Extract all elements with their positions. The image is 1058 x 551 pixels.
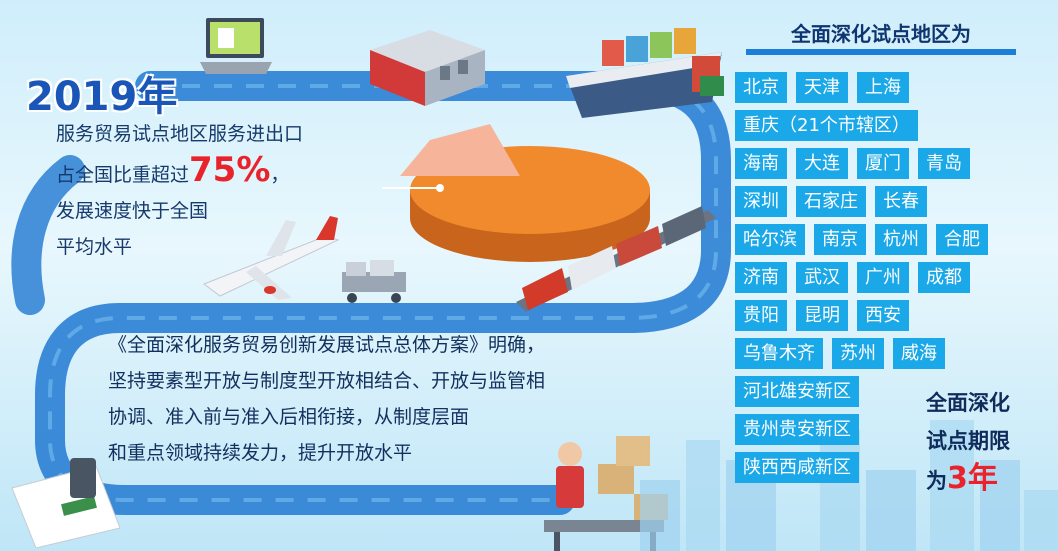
year-heading: 2019年 <box>26 74 178 120</box>
region-row: 北京 天津 上海 <box>735 72 1055 103</box>
region-row: 河北雄安新区 <box>735 376 1055 407</box>
region-tag: 天津 <box>796 72 848 103</box>
plan-line-4: 和重点领域持续发力，提升开放水平 <box>108 442 413 464</box>
region-tag: 成都 <box>918 262 970 293</box>
worker-with-boxes-icon <box>544 436 668 551</box>
region-tag: 合肥 <box>936 224 988 255</box>
period-line-2: 试点期限 <box>926 429 1010 453</box>
region-tag: 昆明 <box>796 300 848 331</box>
region-tag: 上海 <box>857 72 909 103</box>
region-tag: 重庆（21个市辖区） <box>735 110 918 141</box>
plan-line-3: 协调、准入前与准入后相衔接，从制度层面 <box>108 406 470 428</box>
region-list-title: 全面深化试点地区为 <box>746 18 1016 55</box>
region-tag: 武汉 <box>796 262 848 293</box>
region-row: 海南 大连 厦门 青岛 <box>735 148 1055 179</box>
region-tag: 贵州贵安新区 <box>735 414 859 445</box>
region-row: 哈尔滨 南京 杭州 合肥 <box>735 224 1055 255</box>
summary-line-3: 发展速度快于全国 <box>56 200 209 222</box>
region-tag: 西安 <box>857 300 909 331</box>
region-tag: 济南 <box>735 262 787 293</box>
period-line-1: 全面深化 <box>926 391 1010 415</box>
region-tag: 大连 <box>796 148 848 179</box>
region-tag: 威海 <box>893 338 945 369</box>
pie-slice-minor <box>400 124 520 176</box>
region-tag: 乌鲁木齐 <box>735 338 823 369</box>
cargo-ship-icon <box>566 28 724 118</box>
period-years: 3年 <box>947 461 998 496</box>
region-tag: 厦门 <box>857 148 909 179</box>
region-tag: 广州 <box>857 262 909 293</box>
region-row: 贵州贵安新区 <box>735 414 1055 445</box>
region-tag: 北京 <box>735 72 787 103</box>
summary-line-1: 服务贸易试点地区服务进出口 <box>56 123 304 145</box>
warehouse-icon <box>370 30 485 106</box>
share-percentage: 75% <box>189 150 271 190</box>
region-list: 北京 天津 上海 重庆（21个市辖区） 海南 大连 厦门 青岛 深圳 石家庄 长春 哈尔滨 南京 杭州 合肥… <box>735 72 1055 490</box>
trade-summary: 服务贸易试点地区服务进出口 占全国比重超过75%， 发展速度快于全国 平均水平 <box>56 116 416 265</box>
approval-document-icon <box>11 458 121 548</box>
region-tag: 石家庄 <box>796 186 866 217</box>
summary-line-4: 平均水平 <box>56 236 133 258</box>
region-tag: 哈尔滨 <box>735 224 805 255</box>
region-row: 陕西西咸新区 <box>735 452 1055 483</box>
plan-line-1: 《全面深化服务贸易创新发展试点总体方案》明确， <box>108 334 546 356</box>
region-tag: 长春 <box>875 186 927 217</box>
region-tag: 海南 <box>735 148 787 179</box>
plan-description: 《全面深化服务贸易创新发展试点总体方案》明确， 坚持要素型开放与制度型开放相结合… <box>108 327 728 471</box>
airplane-icon <box>202 216 340 300</box>
region-tag: 青岛 <box>918 148 970 179</box>
laptop-icon <box>200 18 272 74</box>
summary-line-2: 占全国比重超过75%， <box>56 150 290 190</box>
city-skyline <box>640 420 1058 551</box>
region-row: 深圳 石家庄 长春 <box>735 186 1055 217</box>
pie-chart <box>382 124 650 262</box>
region-tag: 陕西西咸新区 <box>735 452 859 483</box>
region-row: 重庆（21个市辖区） <box>735 110 1055 141</box>
period-line-3: 为3年 <box>926 461 998 496</box>
region-tag: 贵阳 <box>735 300 787 331</box>
region-tag: 河北雄安新区 <box>735 376 859 407</box>
region-row: 贵阳 昆明 西安 <box>735 300 1055 331</box>
region-row: 乌鲁木齐 苏州 威海 <box>735 338 1055 369</box>
region-row: 济南 武汉 广州 成都 <box>735 262 1055 293</box>
luggage-cart-icon <box>342 260 406 303</box>
region-tag: 南京 <box>814 224 866 255</box>
plan-line-2: 坚持要素型开放与制度型开放相结合、开放与监管相 <box>108 370 546 392</box>
region-tag: 苏州 <box>832 338 884 369</box>
region-tag: 杭州 <box>875 224 927 255</box>
region-tag: 深圳 <box>735 186 787 217</box>
pilot-period: 全面深化 试点期限 为3年 <box>926 384 1046 500</box>
freight-train-icon <box>516 206 716 312</box>
